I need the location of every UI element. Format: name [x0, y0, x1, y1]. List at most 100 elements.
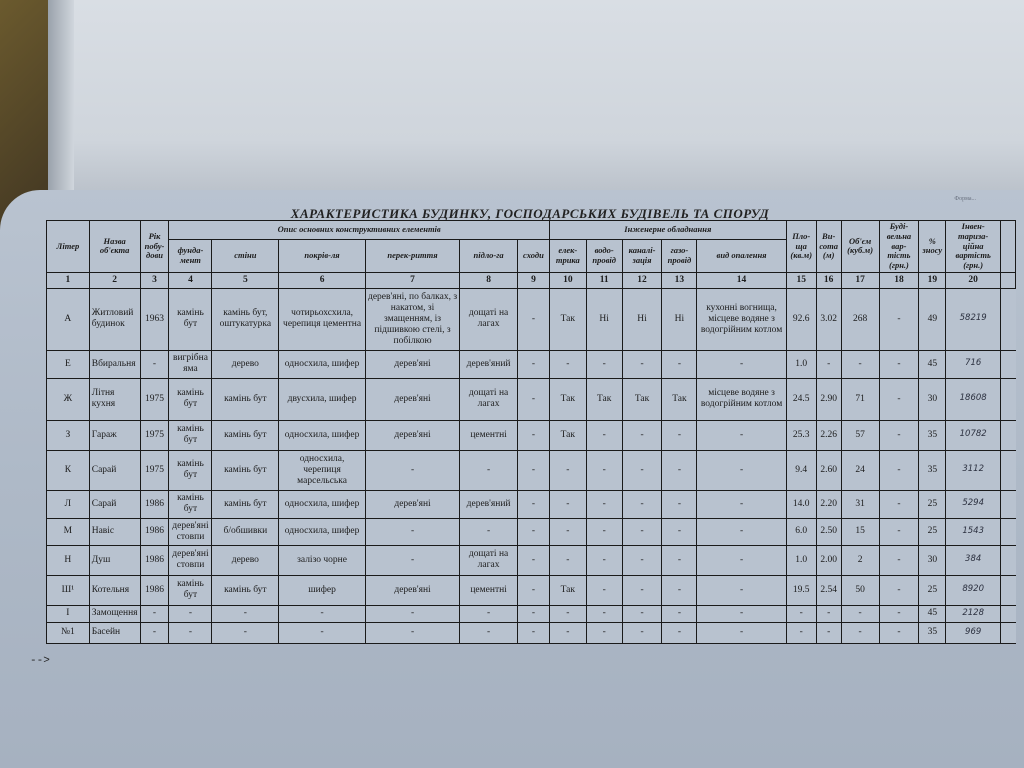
cell-col-20: 58219	[945, 287, 1002, 351]
cell-col-13: -	[661, 449, 698, 491]
cell-col-15: 92.6	[785, 287, 817, 351]
cell-col-15: -	[785, 604, 817, 623]
header-7: перек-риття	[364, 238, 461, 273]
table-row: №1 Басейн - - - - - - - - - - - - - - - -35 969	[46, 621, 1016, 644]
cell-col-5: камінь бут	[211, 574, 280, 606]
cell-col-17: -	[840, 621, 880, 644]
cell-col-10: -	[548, 489, 587, 519]
table-row: І Замощення - - - - - - - - - - - - - - - -45 2128	[46, 604, 1016, 623]
cell-col-11: -	[585, 517, 623, 546]
table-row: Е Вбиральня - вигрібна яма дерево односхила, …	[46, 349, 1016, 379]
column-number: 14	[696, 271, 787, 289]
header-12: каналі-зація	[621, 238, 663, 273]
header-4: фунда-мент	[168, 238, 213, 273]
cell-col-10: Так	[548, 419, 587, 451]
cell-col-15: -	[785, 621, 817, 644]
cell-col-12: Так	[621, 377, 663, 421]
column-number: 18	[878, 271, 920, 289]
cell-col-12: -	[621, 574, 663, 606]
cell-col-2: Басейн	[88, 621, 141, 644]
cell-col-9: -	[517, 604, 550, 623]
upper-notebook-page	[48, 0, 1024, 200]
cell-col-14: -	[696, 517, 787, 546]
cell-col-11: -	[585, 449, 623, 491]
cell-col-2: Навіс	[88, 517, 141, 546]
cell-col-18: -	[878, 419, 920, 451]
cell-col-4: камінь бут	[168, 419, 213, 451]
cell-col-16: -	[815, 349, 842, 379]
cell-col-12: -	[621, 489, 663, 519]
cell-col-17: 71	[840, 377, 880, 421]
table-row: А Житловий будинок 1963 камінь бут камінь бу…	[46, 287, 1016, 351]
cell-col-4: камінь бут	[168, 574, 213, 606]
cell-col-5: камінь бут, оштукатурка	[211, 287, 280, 351]
cell-col-18: -	[878, 604, 920, 623]
cell-col-19: 25	[918, 489, 947, 519]
page-fold	[48, 0, 74, 200]
cell-col-3: -	[139, 621, 170, 644]
cell-col-7: дерев'яні	[364, 419, 461, 451]
cell-col-12: -	[621, 544, 663, 576]
cell-col-17: 31	[840, 489, 880, 519]
cell-col-13: -	[661, 621, 698, 644]
cell-col-19: 45	[918, 604, 947, 623]
cell-col-16: 2.90	[815, 377, 842, 421]
cell-col-20: 716	[945, 349, 1002, 379]
cell-col-5: камінь бут	[211, 419, 280, 451]
table-row: К Сарай 1975 камінь бут камінь бут односхила,…	[46, 449, 1016, 491]
cell-col-12: -	[621, 419, 663, 451]
cell-col-6: односхила, шифер	[278, 489, 366, 519]
cell-col-4: -	[168, 621, 213, 644]
cell-col-19: 35	[918, 449, 947, 491]
cell-col-17: -	[840, 604, 880, 623]
cell-col-2: Вбиральня	[88, 349, 141, 379]
cell-col-7: дерев'яні, по балках, з накатом, зі змащ…	[364, 287, 461, 351]
cell-col-13: -	[661, 489, 698, 519]
edge-cell	[1000, 517, 1016, 546]
cell-col-13: -	[661, 544, 698, 576]
cell-col-9: -	[517, 574, 550, 606]
cell-col-2: Житловий будинок	[88, 287, 141, 351]
cell-col-20: 18608	[945, 377, 1002, 421]
cell-col-14: -	[696, 489, 787, 519]
cell-col-9: -	[517, 377, 550, 421]
header-20: Інвен-тариза-ційна вартість (грн.)	[945, 220, 1002, 273]
header-1: Літер	[46, 220, 90, 273]
cell-col-3: 1986	[139, 517, 170, 546]
cell-col-1: Н	[46, 544, 90, 576]
column-number: 20	[945, 271, 1002, 289]
cell-col-2: Душ	[88, 544, 141, 576]
column-number: 13	[661, 271, 698, 289]
cell-col-12: Ні	[621, 287, 663, 351]
cell-col-6: шифер	[278, 574, 366, 606]
header-13: газо-провід	[661, 238, 698, 273]
cell-col-19: 35	[918, 621, 947, 644]
cell-col-16: 2.50	[815, 517, 842, 546]
cell-col-18: -	[878, 489, 920, 519]
cell-col-7: дерев'яні	[364, 574, 461, 606]
header-18: Буді-вельна вар-тість (грн.)	[878, 220, 920, 273]
cell-col-6: односхила, шифер	[278, 419, 366, 451]
cell-col-7: -	[364, 449, 461, 491]
cell-col-19: 30	[918, 544, 947, 576]
edge-cell	[1000, 349, 1016, 379]
header-5: стіни	[211, 238, 280, 273]
column-number: 6	[278, 271, 366, 289]
cell-col-6: -	[278, 621, 366, 644]
cell-col-4: камінь бут	[168, 449, 213, 491]
cell-col-10: -	[548, 544, 587, 576]
header-8: підло-га	[459, 238, 518, 273]
cell-col-8: -	[459, 604, 518, 623]
cell-col-13: -	[661, 517, 698, 546]
cell-col-2: Сарай	[88, 449, 141, 491]
table-row: М Навіс 1986 дерев'яні стовпи б/обшивки однос…	[46, 517, 1016, 546]
cell-col-3: 1975	[139, 419, 170, 451]
column-number: 7	[364, 271, 461, 289]
cell-col-2: Літня кухня	[88, 377, 141, 421]
cell-col-11: Ні	[585, 287, 623, 351]
edge-cell	[1000, 621, 1016, 644]
cell-col-7: -	[364, 604, 461, 623]
cell-col-6: -	[278, 604, 366, 623]
cell-col-5: б/обшивки	[211, 517, 280, 546]
cell-col-15: 25.3	[785, 419, 817, 451]
